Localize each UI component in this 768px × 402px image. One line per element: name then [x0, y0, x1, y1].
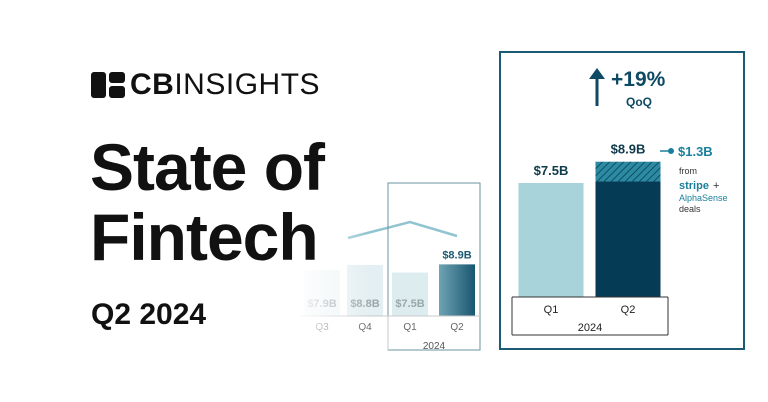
page-title: State of Fintech — [90, 130, 325, 274]
page-subtitle: Q2 2024 — [91, 298, 207, 331]
title-line-1: State of — [90, 130, 325, 204]
title-line-2: Fintech — [90, 200, 319, 274]
callout-from: from — [679, 166, 697, 176]
highlight-frame — [387, 182, 481, 351]
bg-value-label: $7.5B — [395, 298, 424, 310]
bar-q1 — [518, 183, 584, 297]
bg-year-label: 2024 — [423, 341, 446, 352]
callout-value: $1.3B — [678, 144, 713, 159]
callout-dot — [668, 148, 674, 154]
callout-plus: + — [713, 180, 719, 192]
bar-value-label: $8.9B — [611, 142, 646, 157]
logo-icon — [91, 72, 125, 98]
callout-stripe: stripe — [679, 180, 709, 192]
change-period: QoQ — [626, 95, 652, 109]
callout-alphasense: AlphaSense — [679, 193, 728, 203]
bg-category-label: Q2 — [450, 322, 464, 333]
logo-text-insights: INSIGHTS — [174, 68, 321, 101]
bg-value-label: $8.9B — [442, 249, 471, 261]
bar-q2 — [595, 181, 661, 297]
callout-deals: deals — [679, 204, 701, 214]
category-label: Q1 — [544, 304, 559, 316]
bg-category-label: Q1 — [403, 322, 417, 333]
up-arrow-icon — [589, 68, 605, 106]
bg-bar-q2 — [439, 264, 475, 316]
main-year-label: 2024 — [578, 322, 602, 334]
bar-q2-highlight-segment — [595, 161, 661, 182]
cb-insights-logo: CBINSIGHTS — [91, 70, 320, 100]
bar-value-label: $7.5B — [534, 163, 569, 178]
category-label: Q2 — [621, 304, 636, 316]
bg-bar-q1 — [392, 272, 428, 316]
logo-text-cb: CB — [130, 68, 175, 101]
change-percent: +19% — [611, 68, 666, 91]
